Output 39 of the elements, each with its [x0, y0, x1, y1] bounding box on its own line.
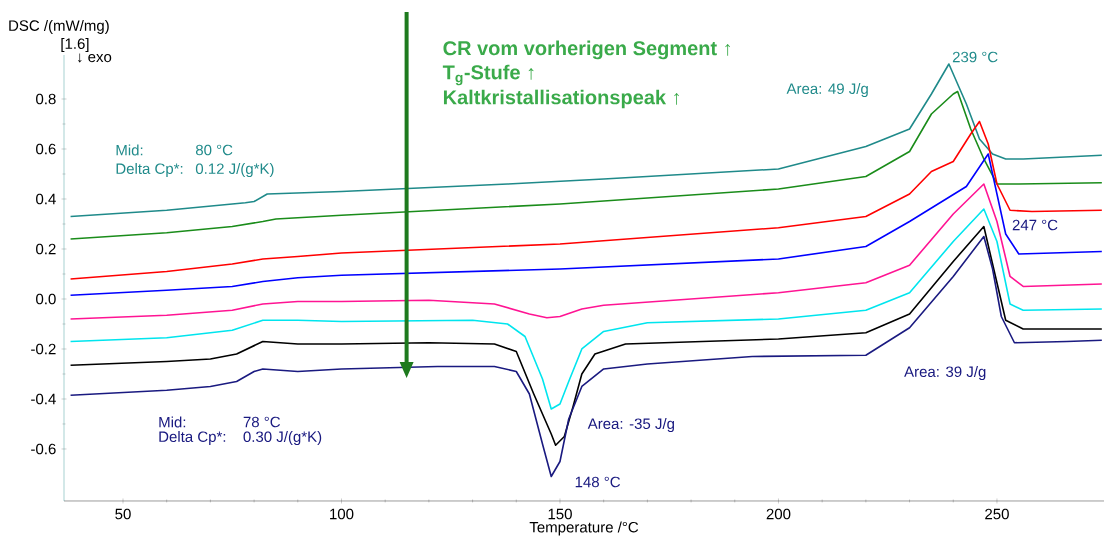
- line-series: [69, 63, 1103, 218]
- line-series: [69, 208, 1103, 410]
- annotation: Delta Cp*:: [116, 163, 183, 177]
- annotation: 239 °C: [952, 51, 998, 63]
- x-axis-title: Temperature /°C: [529, 521, 639, 536]
- annotation: 247 °C: [1012, 219, 1058, 231]
- annotation: Delta Cp*:: [159, 430, 226, 445]
- annotation: 0.12 J/(g*K): [195, 163, 274, 177]
- annotation: Mid:: [116, 144, 143, 156]
- y-tick-label: -0.6: [31, 443, 56, 455]
- x-tick-label: 150: [548, 508, 572, 520]
- annotation: Area: 39 J/g: [904, 365, 986, 380]
- annotation: T$_{g}$-Stufe ↑: [442, 64, 534, 86]
- annotation: CR vom vorherigen Segment ↑: [443, 40, 731, 60]
- y-tick-label: -0.4: [31, 393, 56, 405]
- annotation: 148 °C: [575, 476, 621, 488]
- annotation: Kaltkristallisationspeak ↑: [443, 89, 679, 109]
- y-tick-label: -0.2: [31, 343, 56, 355]
- annotation: 0.30 J/(g*K): [243, 430, 322, 445]
- x-tick-label: 250: [985, 508, 1009, 520]
- y-tick-label: 0.4: [36, 193, 56, 205]
- text: [1.6]: [61, 38, 89, 52]
- annotation: 78 °C: [243, 416, 281, 428]
- y-axis-title: DSC /(mW/mg): [9, 19, 109, 34]
- line-series: [69, 235, 1103, 478]
- line-series: [69, 183, 1103, 320]
- annotation: Mid:: [159, 416, 186, 428]
- annotation: ↓ exo: [78, 53, 112, 63]
- x-tick-label: 100: [330, 508, 354, 520]
- y-tick-label: 0.6: [36, 143, 56, 155]
- y-tick-label: 0.0: [36, 293, 56, 305]
- y-tick-label: 0.8: [36, 93, 56, 105]
- line-series: [69, 120, 1103, 280]
- y-tick-label: 0.2: [36, 243, 56, 255]
- x-tick-label: 50: [115, 508, 131, 520]
- annotation: Area: 49 J/g: [786, 83, 868, 97]
- annotation: 80 °C: [195, 144, 233, 156]
- annotation: Area: -35 J/g: [587, 417, 674, 432]
- x-tick-label: 200: [766, 508, 791, 520]
